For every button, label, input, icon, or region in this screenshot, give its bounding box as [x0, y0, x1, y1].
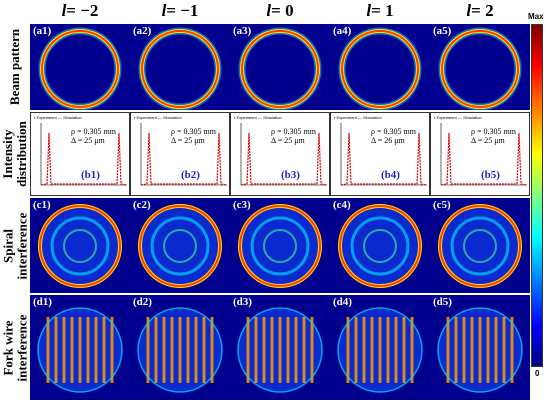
- colorbar-min-label: 0: [535, 369, 540, 378]
- fork-interference-panel: (d5): [430, 295, 530, 400]
- fork-image: [430, 295, 530, 400]
- plot-legend: ▪ Experiment — Simulation: [134, 115, 182, 120]
- intensity-plot: [40, 123, 128, 186]
- fork-tag: (d3): [233, 296, 252, 308]
- fork-image: [30, 295, 130, 400]
- plot-tag: (b1): [81, 169, 100, 181]
- spiral-interference-panel: (c1): [30, 198, 130, 293]
- spiral-image: [230, 198, 330, 293]
- plot-tag: (b4): [381, 169, 400, 181]
- plot-params: ρ = 0.305 mm Δ = 25 μm: [271, 127, 316, 145]
- fork-tag: (d5): [433, 296, 452, 308]
- beam-tag: (a3): [233, 25, 252, 37]
- intensity-plot-panel: ▪ Experiment — Simulation ρ = 0.305 mm Δ =…: [330, 112, 430, 196]
- beam-pattern-panel: (a3): [230, 24, 330, 110]
- beam-pattern-panel: (a4): [330, 24, 430, 110]
- plot-params: ρ = 0.305 mm Δ = 25 μm: [471, 127, 516, 145]
- intensity-plot: [240, 123, 328, 186]
- colorbar-max-label: Max: [528, 12, 544, 21]
- fork-interference-panel: (d2): [130, 295, 230, 400]
- fork-image: [130, 295, 230, 400]
- beam-tag: (a1): [33, 25, 52, 37]
- beam-pattern-panel: (a5): [430, 24, 530, 110]
- intensity-plot-panel: ▪ Experiment — Simulation ρ = 0.305 mm Δ =…: [130, 112, 230, 196]
- plot-tag: (b3): [281, 169, 300, 181]
- spiral-image: [330, 198, 430, 293]
- beam-tag: (a4): [333, 25, 352, 37]
- plot-legend: ▪ Experiment — Simulation: [234, 115, 282, 120]
- plot-legend: ▪ Experiment — Simulation: [34, 115, 82, 120]
- spiral-image: [30, 198, 130, 293]
- spiral-tag: (c5): [433, 199, 451, 211]
- intensity-plot: [440, 123, 528, 186]
- col-header-4: l= 1: [366, 1, 394, 20]
- beam-pattern-panel: (a1): [30, 24, 130, 110]
- ring-image: [130, 24, 230, 110]
- ring-image: [330, 24, 430, 110]
- beam-pattern-panel: (a2): [130, 24, 230, 110]
- fork-tag: (d2): [133, 296, 152, 308]
- spiral-interference-panel: (c3): [230, 198, 330, 293]
- plot-tag: (b5): [481, 169, 500, 181]
- col-header-1: l= −2: [61, 1, 99, 20]
- ring-image: [430, 24, 530, 110]
- spiral-image: [130, 198, 230, 293]
- fork-tag: (d1): [33, 296, 52, 308]
- spiral-tag: (c4): [333, 199, 351, 211]
- col-header-5: l= 2: [466, 1, 494, 20]
- intensity-plot: [340, 123, 428, 186]
- intensity-plot-panel: ▪ Experiment — Simulation ρ = 0.305 mm Δ =…: [30, 112, 130, 196]
- beam-tag: (a2): [133, 25, 152, 37]
- fork-interference-panel: (d1): [30, 295, 130, 400]
- plot-legend: ▪ Experiment — Simulation: [434, 115, 482, 120]
- spiral-tag: (c1): [33, 199, 51, 211]
- colorbar: [531, 24, 543, 367]
- fork-image: [230, 295, 330, 400]
- fork-image: [330, 295, 430, 400]
- plot-params: ρ = 0.305 mm Δ = 26 μm: [371, 127, 416, 145]
- plot-params: ρ = 0.305 mm Δ = 25 μm: [171, 127, 216, 145]
- plot-tag: (b2): [181, 169, 200, 181]
- intensity-plot-panel: ▪ Experiment — Simulation ρ = 0.305 mm Δ =…: [430, 112, 530, 196]
- spiral-image: [430, 198, 530, 293]
- fork-interference-panel: (d3): [230, 295, 330, 400]
- spiral-interference-panel: (c2): [130, 198, 230, 293]
- row-label-intensity: Intensity distribution: [0, 121, 29, 187]
- plot-params: ρ = 0.305 mm Δ = 25 μm: [71, 127, 116, 145]
- plot-legend: ▪ Experiment — Simulation: [334, 115, 382, 120]
- row-label-beam: Beam pattern: [7, 28, 22, 106]
- beam-tag: (a5): [433, 25, 452, 37]
- row-label-spiral: Spiral interference: [0, 212, 29, 279]
- spiral-interference-panel: (c4): [330, 198, 430, 293]
- spiral-tag: (c3): [233, 199, 251, 211]
- spiral-interference-panel: (c5): [430, 198, 530, 293]
- fork-tag: (d4): [333, 296, 352, 308]
- ring-image: [30, 24, 130, 110]
- ring-image: [230, 24, 330, 110]
- fork-interference-panel: (d4): [330, 295, 430, 400]
- intensity-plot-panel: ▪ Experiment — Simulation ρ = 0.305 mm Δ =…: [230, 112, 330, 196]
- intensity-plot: [140, 123, 228, 186]
- spiral-tag: (c2): [133, 199, 151, 211]
- col-header-3: l= 0: [266, 1, 294, 20]
- row-label-fork: Fork wire interference: [0, 314, 30, 381]
- col-header-2: l= −1: [161, 1, 199, 20]
